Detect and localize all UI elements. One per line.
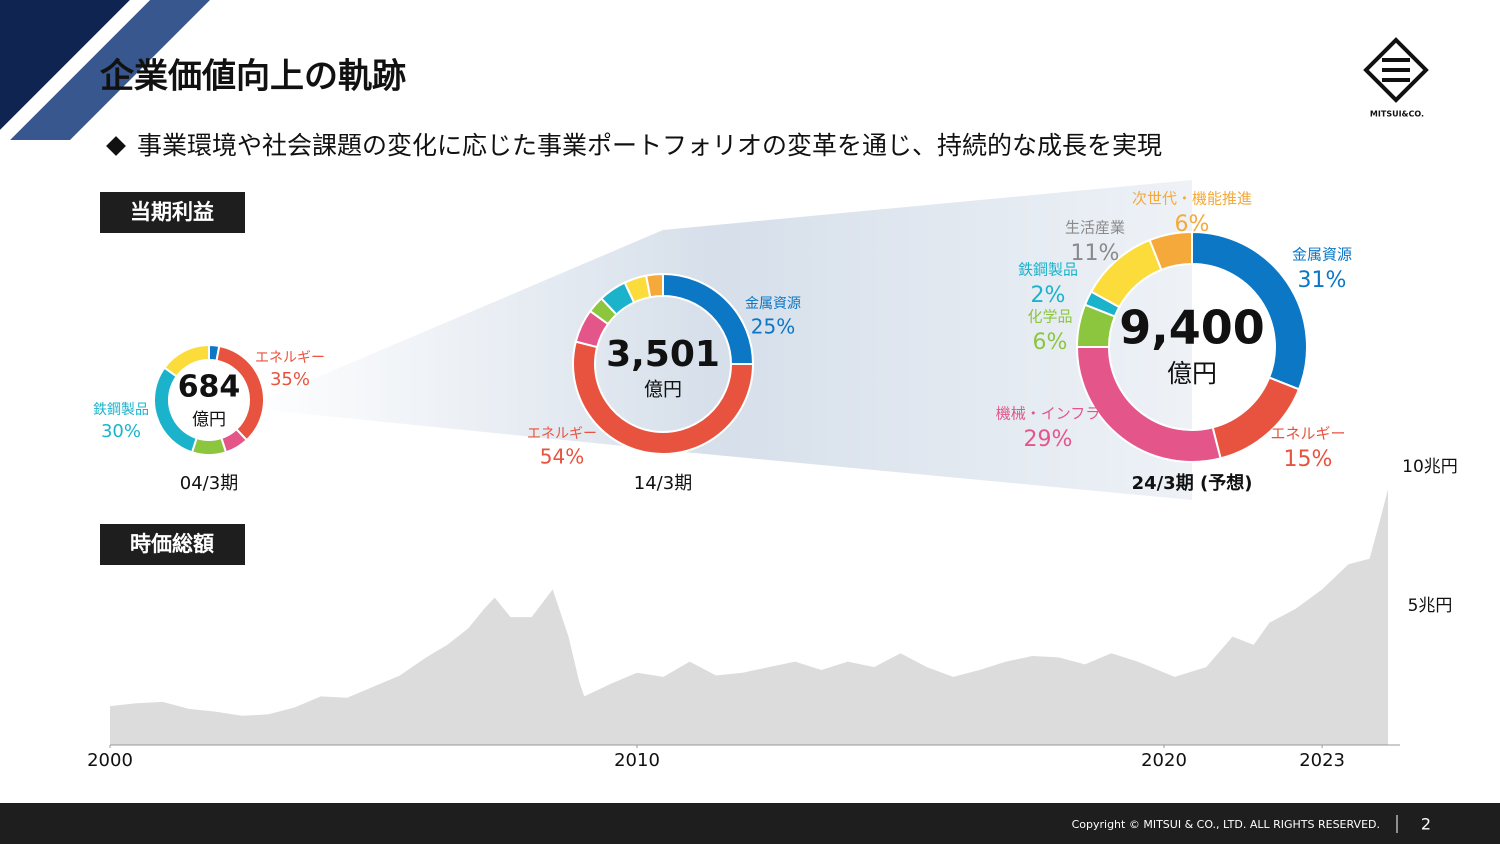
segment-value: 30% xyxy=(101,421,141,442)
segment-name: 鉄鋼製品 xyxy=(1018,261,1078,279)
segment-name: 金属資源 xyxy=(745,296,801,312)
section-tag xyxy=(100,524,245,565)
footer-bar xyxy=(0,803,1500,844)
period-label: 04/3期 xyxy=(180,473,238,494)
donut-segment xyxy=(572,340,755,456)
x-tick-label: 2020 xyxy=(1141,750,1187,771)
segment-value: 54% xyxy=(540,445,584,469)
period-label: 24/3期 (予想) xyxy=(1132,472,1253,494)
segment-value: 31% xyxy=(1298,268,1347,293)
center-value: 3,501 xyxy=(606,334,720,375)
corner-gap xyxy=(0,0,150,140)
segment-name: 化学品 xyxy=(1027,308,1072,326)
center-value: 9,400 xyxy=(1119,301,1265,355)
donut-segment xyxy=(1148,230,1193,272)
segment-value: 25% xyxy=(751,315,795,339)
center-value: 684 xyxy=(178,370,241,405)
market-cap-area xyxy=(110,489,1388,745)
slide-title: 企業価値向上の軌跡 xyxy=(100,57,406,97)
x-tick-label: 2010 xyxy=(614,750,660,771)
segment-name: エネルギー xyxy=(1270,425,1345,443)
subtitle: 事業環境や社会課題の変化に応じた事業ポートフォリオの変革を通じ、持続的な成長を実… xyxy=(137,131,1162,160)
logo xyxy=(1363,37,1429,103)
segment-name: 機械・インフラ xyxy=(996,405,1101,423)
donut-segment xyxy=(163,343,210,378)
bullet xyxy=(106,136,126,156)
x-tick-label: 2023 xyxy=(1299,750,1345,771)
center-unit: 億円 xyxy=(192,410,226,430)
logo-text: MITSUI&CO. xyxy=(1370,110,1424,119)
segment-name: 鉄鋼製品 xyxy=(93,402,149,418)
y-tick-label: 10兆円 xyxy=(1402,457,1458,477)
page-number: 2 xyxy=(1421,815,1431,834)
segment-name: 生活産業 xyxy=(1065,219,1125,237)
segment-value: 2% xyxy=(1031,283,1066,308)
growth-fan xyxy=(245,180,1192,500)
section-tag xyxy=(100,192,245,233)
section-label: 当期利益 xyxy=(130,200,214,224)
segment-value: 6% xyxy=(1175,212,1210,237)
x-tick-label: 2000 xyxy=(87,750,133,771)
donut-segment xyxy=(644,272,664,299)
segment-name: エネルギー xyxy=(255,350,325,366)
segment-name: 次世代・機能推進 xyxy=(1132,190,1252,208)
center-unit: 億円 xyxy=(1167,359,1217,388)
period-label: 14/3期 xyxy=(634,473,692,494)
segment-name: 金属資源 xyxy=(1292,246,1352,264)
segment-value: 35% xyxy=(270,369,310,390)
donut-segment xyxy=(190,436,228,456)
corner-stripe xyxy=(10,0,210,140)
copyright: Copyright © MITSUI & CO., LTD. ALL RIGHT… xyxy=(1072,818,1380,831)
segment-value: 29% xyxy=(1024,427,1073,452)
segment-value: 11% xyxy=(1071,241,1120,266)
segment-value: 15% xyxy=(1284,447,1333,472)
section-label: 時価総額 xyxy=(130,532,214,556)
y-tick-label: 5兆円 xyxy=(1408,596,1453,616)
segment-value: 6% xyxy=(1033,330,1068,355)
segment-name: エネルギー xyxy=(527,426,597,442)
center-unit: 億円 xyxy=(644,379,682,401)
